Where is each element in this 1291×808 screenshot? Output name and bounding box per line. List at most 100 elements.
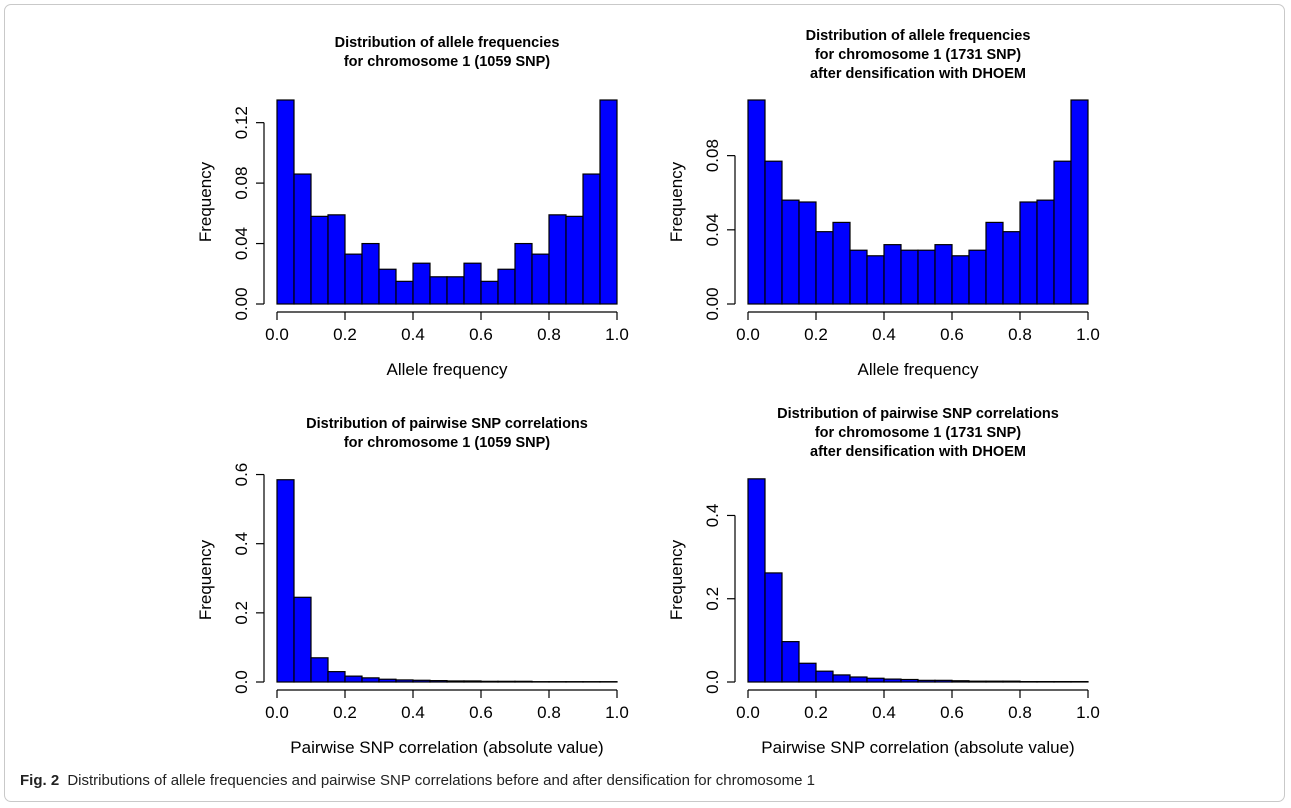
panel-snp-corr-before: Distribution of pairwise SNP correlation… (196, 416, 629, 757)
histogram-bar (344, 253, 363, 305)
x-tick-label: 1.0 (605, 703, 629, 722)
histogram-bar (1002, 680, 1021, 683)
x-axis-label: Pairwise SNP correlation (absolute value… (761, 738, 1074, 757)
histogram-bar (1019, 201, 1038, 305)
histogram-bar (968, 680, 987, 683)
histogram-bar (900, 249, 919, 305)
histogram-bar (514, 680, 533, 683)
histogram-bar (917, 679, 936, 683)
x-tick-label: 0.6 (469, 325, 493, 344)
histogram-bar (327, 214, 346, 305)
histogram-bar (395, 280, 414, 305)
histogram-bar (276, 99, 295, 305)
histogram-bar (463, 680, 482, 683)
y-axis-label: Frequency (667, 161, 686, 242)
x-tick-label: 0.2 (333, 703, 357, 722)
histogram-bar (747, 99, 766, 305)
y-tick-label: 0.0 (232, 670, 251, 694)
histogram-bar (463, 262, 482, 305)
x-tick-label: 0.8 (537, 325, 561, 344)
histogram-bar (565, 215, 584, 305)
histogram-bar (361, 242, 380, 305)
histogram-bar (412, 262, 431, 305)
histogram-bar (883, 678, 902, 683)
histogram-bar (815, 231, 834, 305)
x-tick-label: 0.0 (736, 703, 760, 722)
histogram-bar (395, 679, 414, 683)
y-axis-label: Frequency (196, 161, 215, 242)
histogram-bar (815, 670, 834, 683)
panel-allele-freq-after: Distribution of allele frequencies for ch… (667, 28, 1100, 379)
y-tick-label: 0.6 (232, 463, 251, 487)
x-tick-label: 0.0 (265, 703, 289, 722)
histogram-bar (446, 276, 465, 305)
histogram-bar (764, 160, 783, 305)
x-tick-label: 0.8 (1008, 703, 1032, 722)
x-tick-label: 0.4 (872, 703, 896, 722)
x-tick-label: 1.0 (605, 325, 629, 344)
histogram-bar (514, 242, 533, 305)
y-tick-label: 0.08 (232, 167, 251, 200)
histogram-bar (951, 255, 970, 305)
histogram-bar (985, 680, 1004, 683)
histogram-bar (900, 678, 919, 683)
histogram-bar (781, 199, 800, 305)
histogram-bar (446, 680, 465, 683)
x-axis-label: Pairwise SNP correlation (absolute value… (290, 738, 603, 757)
histogram-bar (531, 253, 550, 305)
histogram-bar (934, 679, 953, 683)
y-tick-label: 0.4 (703, 504, 722, 528)
histogram-bar (582, 173, 601, 305)
histogram-bar (293, 173, 312, 305)
figure-plots: Distribution of allele frequencies for ch… (196, 28, 1100, 757)
histogram-bar (951, 680, 970, 683)
histogram-bar (764, 572, 783, 683)
chart-title-line: after densification with DHOEM (810, 444, 1026, 460)
x-tick-label: 0.2 (333, 325, 357, 344)
histogram-bar (866, 255, 885, 305)
histogram-bar (310, 657, 329, 683)
chart-title-line: for chromosome 1 (1059 SNP) (344, 435, 550, 451)
x-tick-label: 0.4 (872, 325, 896, 344)
chart-title-line: Distribution of pairwise SNP correlation… (777, 406, 1059, 422)
chart-title-line: for chromosome 1 (1059 SNP) (344, 54, 550, 70)
panel-snp-corr-after: Distribution of pairwise SNP correlation… (667, 406, 1100, 757)
histogram-bar (429, 276, 448, 305)
histogram-bar (548, 214, 567, 305)
chart-title-line: Distribution of pairwise SNP correlation… (306, 416, 588, 432)
histogram-bar (934, 244, 953, 305)
y-tick-label: 0.2 (232, 601, 251, 625)
histogram-bar (968, 249, 987, 305)
x-tick-label: 1.0 (1076, 325, 1100, 344)
histogram-bar (378, 268, 397, 305)
figure-caption-text: Distributions of allele frequencies and … (67, 772, 815, 789)
histogram-bar (327, 671, 346, 683)
histogram-bar (310, 215, 329, 305)
chart-title-line: after densification with DHOEM (810, 66, 1026, 82)
histogram-bar (412, 679, 431, 683)
histogram-bar (798, 201, 817, 305)
histogram-bar (293, 596, 312, 683)
histogram-bar (832, 674, 851, 683)
figure-label: Fig. 2 (20, 772, 60, 789)
x-tick-label: 0.8 (537, 703, 561, 722)
histogram-bar (866, 677, 885, 683)
histogram-bar (883, 244, 902, 305)
y-tick-label: 0.2 (703, 587, 722, 611)
histogram-bar (832, 221, 851, 305)
histogram-bar (985, 221, 1004, 305)
chart-title-line: for chromosome 1 (1731 SNP) (815, 425, 1021, 441)
histogram-bar (1070, 99, 1089, 305)
histogram-bar (781, 641, 800, 683)
x-axis-label: Allele frequency (858, 360, 979, 379)
histogram-bar (849, 249, 868, 305)
x-tick-label: 0.2 (804, 325, 828, 344)
histogram-bar (747, 478, 766, 683)
histogram-bar (1036, 199, 1055, 305)
y-axis-label: Frequency (667, 539, 686, 620)
chart-title-line: Distribution of allele frequencies (335, 35, 560, 51)
histogram-bar (344, 675, 363, 683)
panel-allele-freq-before: Distribution of allele frequencies for ch… (196, 35, 629, 379)
x-tick-label: 0.6 (940, 703, 964, 722)
histogram-bar (480, 680, 499, 683)
